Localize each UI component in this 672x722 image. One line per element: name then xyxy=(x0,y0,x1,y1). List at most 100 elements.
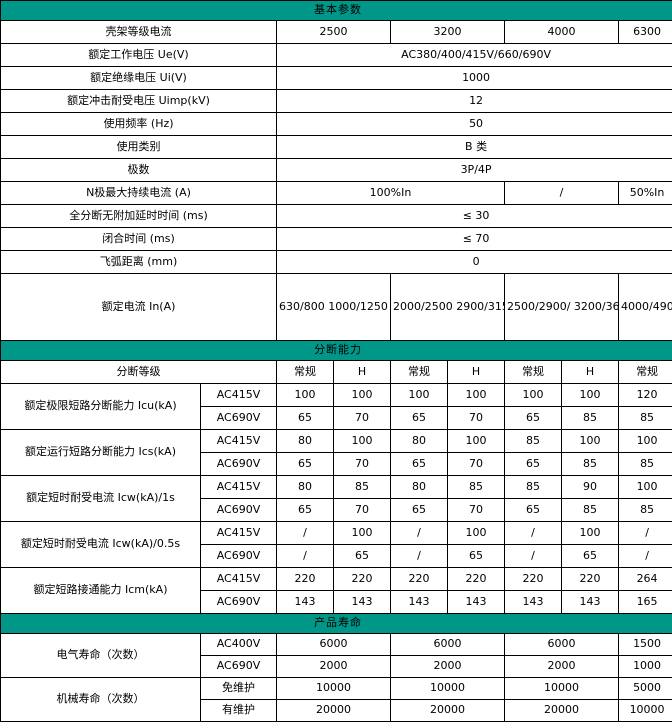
mechanical-free-c2: 10000 xyxy=(391,678,505,700)
ics-415-c7: 100 xyxy=(619,430,672,453)
row-label-arcdistance: 飞弧距离 (mm) xyxy=(1,251,277,274)
row-label-uimp: 额定冲击耐受电压 Uimp(kV) xyxy=(1,90,277,113)
sub-label-icw05s-ac415v: AC415V xyxy=(201,522,277,545)
icm-415-c6: 220 xyxy=(562,568,619,591)
sub-label-icw1s-ac415v: AC415V xyxy=(201,476,277,499)
mechanical-free-c1: 10000 xyxy=(277,678,391,700)
icu-415-c6: 100 xyxy=(562,384,619,407)
ics-415-c4: 100 xyxy=(448,430,505,453)
icu-415-c3: 100 xyxy=(391,384,448,407)
rated-current-3200: 2000/2500 2900/3150 3200 xyxy=(391,274,505,341)
ics-690-c2: 70 xyxy=(334,453,391,476)
icw05s-690-c3: / xyxy=(391,545,448,568)
section-header-basic: 基本参数 xyxy=(1,1,672,21)
breaking-row-icw05s-415: 额定短时耐受电流 Icw(kA)/0.5s AC415V / 100 / 100… xyxy=(1,522,672,545)
basic-row-uimp: 额定冲击耐受电压 Uimp(kV) 12 xyxy=(1,90,672,113)
row-label-icw-1s: 额定短时耐受电流 Icw(kA)/1s xyxy=(1,476,201,522)
breaking-row-ics-415: 额定运行短路分断能力 Ics(kA) AC415V 80 100 80 100 … xyxy=(1,430,672,453)
ics-415-c5: 85 xyxy=(505,430,562,453)
icw05s-690-c2: 65 xyxy=(334,545,391,568)
breaking-row-icm-415: 额定短路接通能力 Icm(kA) AC415V 220 220 220 220 … xyxy=(1,568,672,591)
icu-690-c3: 65 xyxy=(391,407,448,430)
ics-415-c2: 100 xyxy=(334,430,391,453)
icu-690-c5: 65 xyxy=(505,407,562,430)
icu-415-c7: 120 xyxy=(619,384,672,407)
icw05s-415-c5: / xyxy=(505,522,562,545)
icw05s-415-c1: / xyxy=(277,522,334,545)
row-label-icm: 额定短路接通能力 Icm(kA) xyxy=(1,568,201,614)
icw05s-690-c6: 65 xyxy=(562,545,619,568)
grade-cell-6: H xyxy=(562,361,619,384)
row-label-icw-05s: 额定短时耐受电流 Icw(kA)/0.5s xyxy=(1,522,201,568)
row-value-ue: AC380/400/415V/660/690V xyxy=(277,44,672,67)
row-label-breaktime: 全分断无附加延时时间 (ms) xyxy=(1,205,277,228)
icm-690-c1: 143 xyxy=(277,591,334,614)
ics-690-c6: 85 xyxy=(562,453,619,476)
row-label-ui: 额定绝缘电压 Ui(V) xyxy=(1,67,277,90)
icu-690-c2: 70 xyxy=(334,407,391,430)
icw1s-690-c5: 65 xyxy=(505,499,562,522)
icw1s-415-c6: 90 xyxy=(562,476,619,499)
basic-row-ue: 额定工作电压 Ue(V) AC380/400/415V/660/690V xyxy=(1,44,672,67)
icu-415-c2: 100 xyxy=(334,384,391,407)
grade-cell-4: H xyxy=(448,361,505,384)
icw1s-690-c7: 85 xyxy=(619,499,672,522)
row-value-category: B 类 xyxy=(277,136,672,159)
grade-cell-2: H xyxy=(334,361,391,384)
ics-690-c5: 65 xyxy=(505,453,562,476)
row-label-ue: 额定工作电压 Ue(V) xyxy=(1,44,277,67)
electrical-690-c1: 2000 xyxy=(277,656,391,678)
row-label-mechanical-life: 机械寿命（次数） xyxy=(1,678,201,722)
rated-current-4000: 2500/2900/ 3200/3600/ 3900/4000 xyxy=(505,274,619,341)
frame-rating-row: 壳架等级电流 2500 3200 4000 6300 xyxy=(1,21,672,44)
npole-value-na: / xyxy=(505,182,619,205)
row-label-category: 使用类别 xyxy=(1,136,277,159)
electrical-400-c3: 6000 xyxy=(505,634,619,656)
breaking-row-icw1s-415: 额定短时耐受电流 Icw(kA)/1s AC415V 80 85 80 85 8… xyxy=(1,476,672,499)
icm-690-c7: 165 xyxy=(619,591,672,614)
row-value-uimp: 12 xyxy=(277,90,672,113)
icw1s-690-c3: 65 xyxy=(391,499,448,522)
row-label-ics: 额定运行短路分断能力 Ics(kA) xyxy=(1,430,201,476)
basic-row-npole: N极最大持续电流 (A) 100%In / 50%In xyxy=(1,182,672,205)
electrical-690-c4: 1000 xyxy=(619,656,672,678)
icm-690-c3: 143 xyxy=(391,591,448,614)
ics-415-c1: 80 xyxy=(277,430,334,453)
mechanical-maint-c2: 20000 xyxy=(391,700,505,722)
rated-current-2500: 630/800 1000/1250 1600/2000 2500 xyxy=(277,274,391,341)
icu-415-c4: 100 xyxy=(448,384,505,407)
icw05s-690-c4: 65 xyxy=(448,545,505,568)
ics-690-c3: 65 xyxy=(391,453,448,476)
npole-value-50pct: 50%In xyxy=(619,182,672,205)
sub-label-ics-ac690v: AC690V xyxy=(201,453,277,476)
row-label-poles: 极数 xyxy=(1,159,277,182)
row-value-ui: 1000 xyxy=(277,67,672,90)
sub-label-mechanical-with-maintenance: 有维护 xyxy=(201,700,277,722)
electrical-400-c2: 6000 xyxy=(391,634,505,656)
sub-label-icw05s-ac690v: AC690V xyxy=(201,545,277,568)
ics-690-c4: 70 xyxy=(448,453,505,476)
icm-690-c2: 143 xyxy=(334,591,391,614)
section-header-row-basic: 基本参数 xyxy=(1,1,672,21)
row-value-poles: 3P/4P xyxy=(277,159,672,182)
icu-690-c4: 70 xyxy=(448,407,505,430)
basic-row-breaktime: 全分断无附加延时时间 (ms) ≤ 30 xyxy=(1,205,672,228)
sub-label-electrical-ac400v: AC400V xyxy=(201,634,277,656)
icm-415-c5: 220 xyxy=(505,568,562,591)
rated-current-6300: 4000/4900 5000/5900 6300 xyxy=(619,274,672,341)
icm-415-c3: 220 xyxy=(391,568,448,591)
icw1s-415-c7: 100 xyxy=(619,476,672,499)
icm-415-c2: 220 xyxy=(334,568,391,591)
basic-row-frequency: 使用频率 (Hz) 50 xyxy=(1,113,672,136)
electrical-690-c3: 2000 xyxy=(505,656,619,678)
grade-cell-7: 常规 xyxy=(619,361,672,384)
icw05s-415-c6: 100 xyxy=(562,522,619,545)
row-value-breaktime: ≤ 30 xyxy=(277,205,672,228)
icw1s-415-c4: 85 xyxy=(448,476,505,499)
icw05s-415-c7: / xyxy=(619,522,672,545)
ics-690-c1: 65 xyxy=(277,453,334,476)
frame-value-3200: 3200 xyxy=(391,21,505,44)
sub-label-icm-ac690v: AC690V xyxy=(201,591,277,614)
basic-row-poles: 极数 3P/4P xyxy=(1,159,672,182)
